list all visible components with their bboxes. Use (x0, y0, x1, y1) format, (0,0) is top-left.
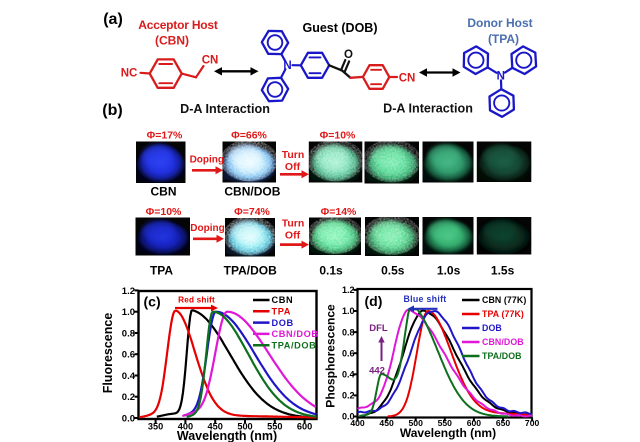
svg-text:DFL: DFL (369, 323, 388, 334)
svg-text:700: 700 (525, 418, 540, 428)
svg-text:(c): (c) (144, 294, 161, 310)
svg-text:CBN/DOB: CBN/DOB (482, 337, 524, 347)
svg-text:Φ=66%: Φ=66% (231, 129, 267, 141)
svg-text:CN: CN (202, 55, 219, 67)
svg-text:N: N (497, 70, 505, 82)
svg-text:500: 500 (409, 418, 424, 428)
svg-text:550: 550 (267, 422, 282, 432)
svg-text:Red shift: Red shift (178, 296, 215, 305)
svg-text:(a): (a) (103, 11, 123, 28)
svg-text:D-A Interaction: D-A Interaction (180, 102, 270, 116)
svg-text:1.2: 1.2 (342, 285, 355, 295)
svg-text:(CBN): (CBN) (155, 34, 189, 48)
svg-text:Fluorescence: Fluorescence (101, 313, 115, 394)
svg-text:1.0s: 1.0s (437, 264, 461, 278)
svg-text:CBN/DOB: CBN/DOB (224, 185, 280, 199)
svg-text:650: 650 (496, 418, 511, 428)
svg-text:CN: CN (399, 72, 416, 84)
svg-text:450: 450 (379, 418, 394, 428)
svg-text:TPA: TPA (272, 307, 292, 317)
svg-text:0.1s: 0.1s (319, 264, 343, 278)
svg-text:(d): (d) (365, 293, 383, 309)
svg-text:1.0: 1.0 (342, 306, 355, 316)
svg-text:DOB: DOB (272, 318, 294, 328)
svg-text:400: 400 (350, 418, 365, 428)
svg-text:400: 400 (178, 422, 193, 432)
svg-text:0.4: 0.4 (342, 370, 355, 380)
svg-text:0.0: 0.0 (342, 412, 355, 422)
svg-text:CBN: CBN (272, 295, 294, 305)
svg-text:Wavelength (nm): Wavelength (nm) (177, 429, 277, 442)
svg-text:350: 350 (148, 422, 163, 432)
svg-text:N: N (283, 60, 291, 72)
svg-text:DOB: DOB (482, 323, 502, 333)
svg-text:Blue shift: Blue shift (403, 294, 446, 304)
svg-text:0.0: 0.0 (122, 413, 135, 424)
svg-text:600: 600 (467, 418, 482, 428)
svg-text:Donor Host: Donor Host (467, 16, 532, 30)
svg-text:CBN: CBN (151, 185, 177, 199)
svg-text:(b): (b) (102, 102, 122, 119)
svg-text:TPA (77K): TPA (77K) (482, 309, 524, 319)
svg-text:500: 500 (237, 422, 252, 432)
svg-text:CBN (77K): CBN (77K) (482, 295, 526, 305)
svg-text:450: 450 (208, 422, 223, 432)
svg-text:D-A Interaction: D-A Interaction (383, 102, 473, 116)
svg-text:0.8: 0.8 (122, 328, 135, 339)
svg-text:Doping: Doping (190, 155, 224, 166)
svg-text:550: 550 (438, 418, 453, 428)
svg-text:Turn: Turn (282, 149, 305, 161)
svg-text:1.5s: 1.5s (491, 264, 515, 278)
svg-text:Phosphorescence: Phosphorescence (324, 304, 338, 408)
svg-text:Φ=17%: Φ=17% (147, 129, 183, 141)
svg-text:Doping: Doping (190, 223, 224, 234)
svg-text:0.2: 0.2 (122, 392, 135, 403)
svg-text:Turn: Turn (282, 218, 305, 230)
svg-text:TPA/DOB: TPA/DOB (482, 351, 522, 361)
svg-text:442: 442 (369, 366, 385, 377)
svg-text:Φ=74%: Φ=74% (234, 206, 270, 218)
svg-text:0.8: 0.8 (342, 327, 355, 337)
svg-text:CBN/DOB: CBN/DOB (272, 329, 319, 339)
svg-text:Acceptor Host: Acceptor Host (138, 18, 218, 32)
svg-text:0.6: 0.6 (122, 350, 135, 361)
svg-text:TPA/DOB: TPA/DOB (272, 340, 317, 350)
svg-text:Wavelength (nm): Wavelength (nm) (400, 426, 496, 440)
svg-text:(TPA): (TPA) (488, 32, 519, 46)
svg-text:NC: NC (121, 68, 138, 80)
svg-text:TPA/DOB: TPA/DOB (224, 264, 277, 278)
svg-text:0.5s: 0.5s (381, 264, 405, 278)
svg-text:600: 600 (297, 422, 312, 432)
svg-text:0.4: 0.4 (122, 371, 136, 382)
svg-text:Off: Off (285, 161, 301, 173)
svg-text:Guest (DOB): Guest (DOB) (303, 21, 378, 35)
svg-text:Off: Off (285, 230, 301, 242)
svg-text:0.6: 0.6 (342, 348, 355, 358)
svg-text:Φ=10%: Φ=10% (146, 206, 182, 218)
svg-text:0.2: 0.2 (342, 391, 355, 401)
svg-text:TPA: TPA (150, 264, 173, 278)
svg-text:Φ=10%: Φ=10% (320, 129, 356, 141)
svg-text:O: O (344, 49, 353, 61)
svg-text:1.2: 1.2 (122, 286, 135, 297)
svg-text:1.0: 1.0 (122, 307, 135, 318)
svg-text:Φ=14%: Φ=14% (321, 206, 357, 218)
